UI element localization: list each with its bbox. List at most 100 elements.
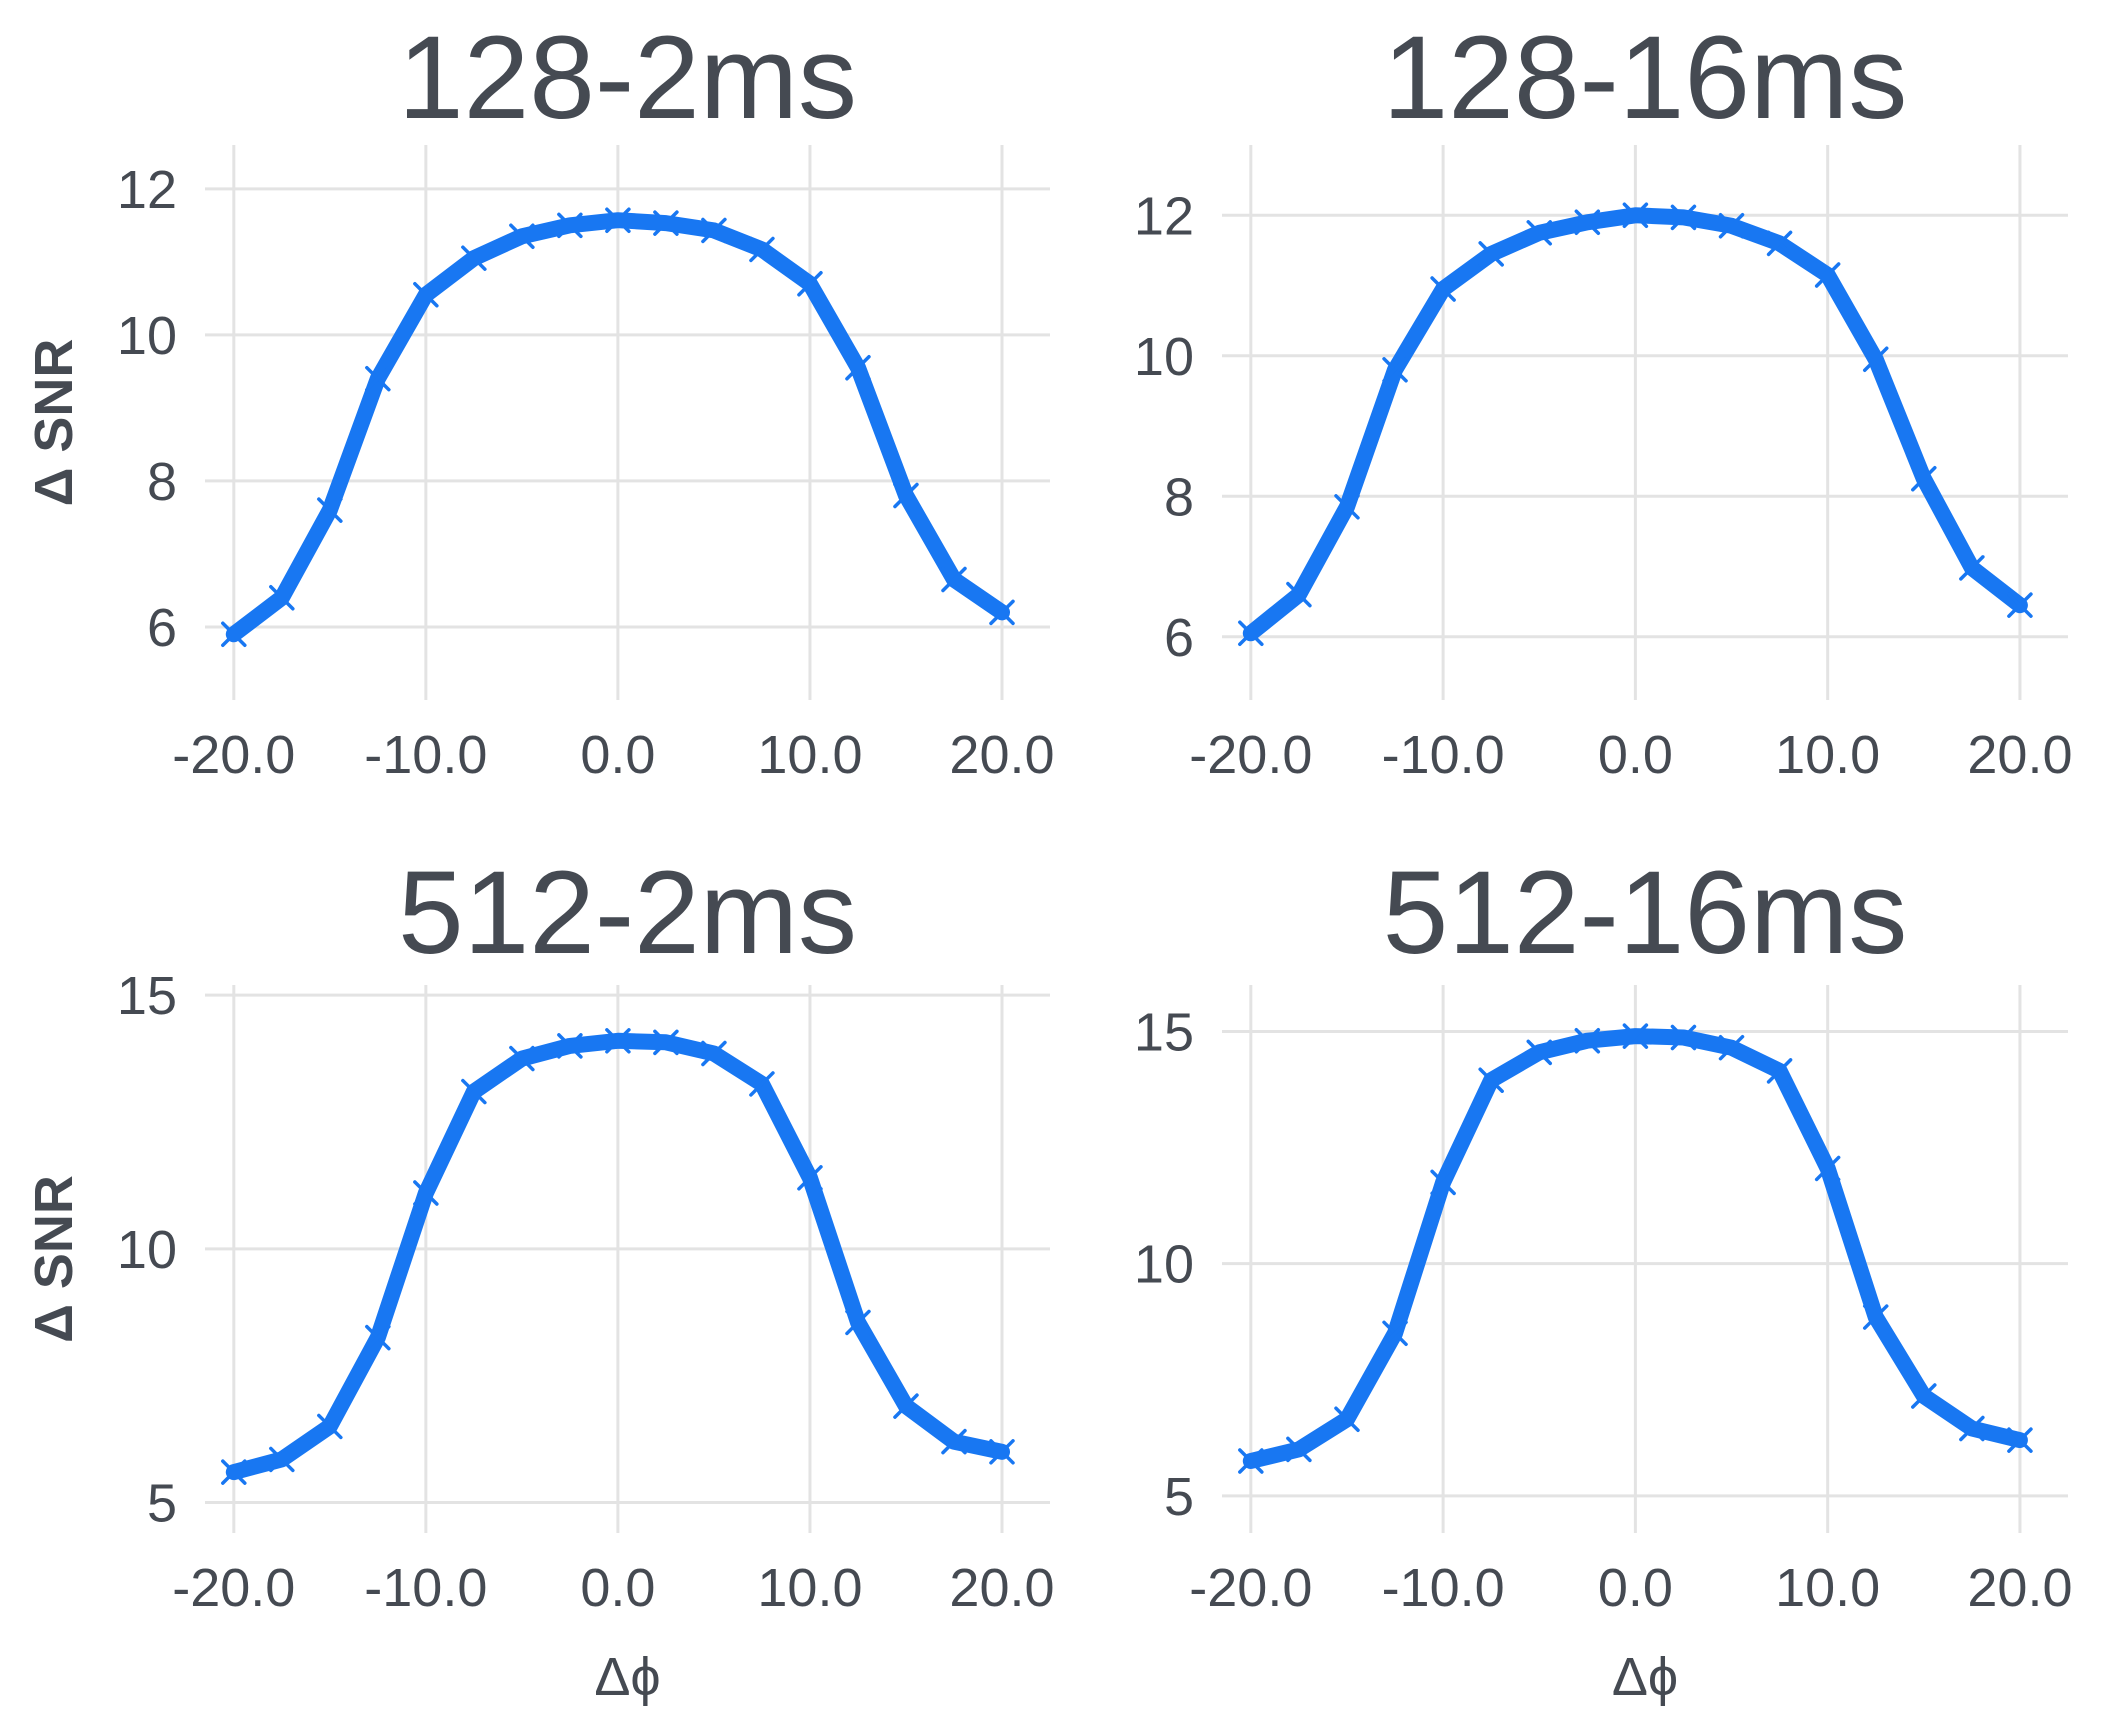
data-point-marker — [1478, 1067, 1504, 1093]
x-tick-label: 0.0 — [580, 725, 655, 785]
data-point-marker — [893, 1393, 919, 1419]
data-point-marker — [605, 207, 631, 233]
data-point-marker — [797, 1165, 823, 1191]
data-point-marker — [1766, 1058, 1793, 1084]
x-axis-label: Δϕ — [1612, 1647, 1678, 1707]
data-point-marker — [1430, 276, 1456, 302]
x-tick-label: 0.0 — [1598, 725, 1673, 785]
y-tick-label: 10 — [117, 1220, 177, 1280]
y-tick-label: 6 — [147, 598, 177, 658]
panel-2: 128-16ms -20.0 -10.0 0.0 10.0 20.0 6 8 10 12 — [1134, 12, 2073, 785]
data-point-marker — [1286, 1436, 1312, 1463]
data-point-marker — [941, 1428, 967, 1455]
data-point-marker — [1622, 202, 1649, 229]
data-point-marker — [989, 599, 1015, 626]
data-point-marker — [1911, 465, 1937, 492]
data-point-marker — [701, 217, 727, 244]
data-point-marker — [605, 1028, 631, 1054]
data-point-marker — [413, 281, 439, 308]
x-tick-label: -20.0 — [1189, 1558, 1312, 1618]
data-point-marker — [1718, 213, 1745, 239]
data-point-marker — [1862, 1304, 1889, 1330]
data-point-marker — [1334, 494, 1360, 520]
data-point-marker — [1238, 1448, 1264, 1474]
data-point-marker — [1526, 220, 1552, 246]
data-point-marker — [941, 566, 967, 593]
data-point-marker — [461, 245, 487, 271]
x-tick-label: -10.0 — [1382, 725, 1505, 785]
data-point-marker — [509, 1045, 535, 1072]
y-tick-label: 6 — [1164, 608, 1194, 668]
data-point-marker — [1526, 1039, 1552, 1066]
data-point-marker — [1911, 1383, 1937, 1409]
y-tick-label: 5 — [1164, 1467, 1194, 1527]
x-tick-label: 0.0 — [1598, 1558, 1673, 1618]
data-point-marker — [845, 1309, 871, 1336]
data-point-marker — [365, 1324, 391, 1351]
data-point-marker — [1959, 555, 1985, 581]
y-tick-label: 10 — [117, 306, 177, 366]
data-point-marker — [221, 1459, 247, 1485]
data-point-marker — [1574, 209, 1601, 236]
data-point-marker — [2007, 1427, 2033, 1453]
data-point-marker — [1430, 1169, 1456, 1196]
data-point-marker — [2007, 592, 2033, 618]
data-point-marker — [1862, 346, 1889, 373]
y-axis-label: Δ SNR — [24, 1175, 84, 1343]
data-point-marker — [1718, 1034, 1745, 1061]
x-tick-label: -20.0 — [172, 725, 295, 785]
y-tick-label: 12 — [117, 160, 177, 220]
data-point-marker — [701, 1040, 727, 1067]
data-point-marker — [653, 210, 679, 236]
data-point-marker — [557, 212, 583, 239]
panel-title: 512-2ms — [398, 847, 857, 979]
data-point-marker — [1382, 1320, 1408, 1347]
panel-1: 128-2ms -20.0 -10.0 0.0 10.0 20.0 6 8 10 12 Δ SNR — [24, 12, 1055, 785]
y-tick-label: 8 — [147, 452, 177, 512]
x-tick-label: 10.0 — [1775, 725, 1880, 785]
panel-4: 512-16ms -20.0 -10.0 0.0 10.0 20.0 5 10 15 Δϕ — [1134, 847, 2073, 1707]
data-point-marker — [1766, 230, 1793, 257]
data-point-marker — [1382, 357, 1408, 383]
data-point-marker — [653, 1029, 679, 1056]
data-point-marker — [557, 1033, 583, 1059]
data-point-marker — [845, 354, 871, 381]
panel-3: 512-2ms -20.0 -10.0 0.0 10.0 20.0 5 10 15 Δ SNR Δϕ — [24, 847, 1055, 1707]
data-point-marker — [509, 223, 535, 250]
y-tick-label: 10 — [1134, 1235, 1194, 1295]
x-tick-label: -10.0 — [364, 1558, 487, 1618]
data-point-marker — [1286, 581, 1312, 608]
data-point-marker — [221, 621, 247, 648]
x-tick-label: 0.0 — [580, 1558, 655, 1618]
x-axis-label: Δϕ — [594, 1647, 660, 1707]
data-point-marker — [1574, 1027, 1601, 1054]
x-tick-label: 20.0 — [949, 725, 1054, 785]
data-point-marker — [317, 497, 343, 523]
data-point-marker — [797, 271, 823, 297]
data-point-marker — [1622, 1023, 1649, 1049]
data-point-marker — [1814, 262, 1841, 288]
x-tick-label: 10.0 — [1775, 1558, 1880, 1618]
x-tick-label: 10.0 — [757, 1558, 862, 1618]
x-tick-label: 20.0 — [1967, 1558, 2072, 1618]
data-point-marker — [1334, 1406, 1360, 1432]
data-point-marker — [317, 1413, 343, 1440]
data-point-marker — [989, 1439, 1015, 1465]
y-tick-label: 10 — [1134, 327, 1194, 387]
x-tick-label: 20.0 — [949, 1558, 1054, 1618]
x-tick-label: -10.0 — [364, 725, 487, 785]
y-tick-label: 15 — [117, 966, 177, 1026]
panel-title: 512-16ms — [1383, 847, 1908, 979]
data-point-marker — [1959, 1415, 1985, 1442]
panel-title: 128-2ms — [398, 12, 857, 144]
data-point-marker — [269, 585, 295, 611]
data-point-marker — [1238, 620, 1264, 647]
data-point-marker — [1478, 241, 1504, 267]
data-point-marker — [365, 365, 391, 392]
y-axis-label: Δ SNR — [24, 339, 84, 507]
x-tick-label: -20.0 — [1189, 725, 1312, 785]
data-point-marker — [893, 482, 919, 509]
data-point-marker — [461, 1078, 487, 1105]
x-tick-label: 20.0 — [1967, 725, 2072, 785]
